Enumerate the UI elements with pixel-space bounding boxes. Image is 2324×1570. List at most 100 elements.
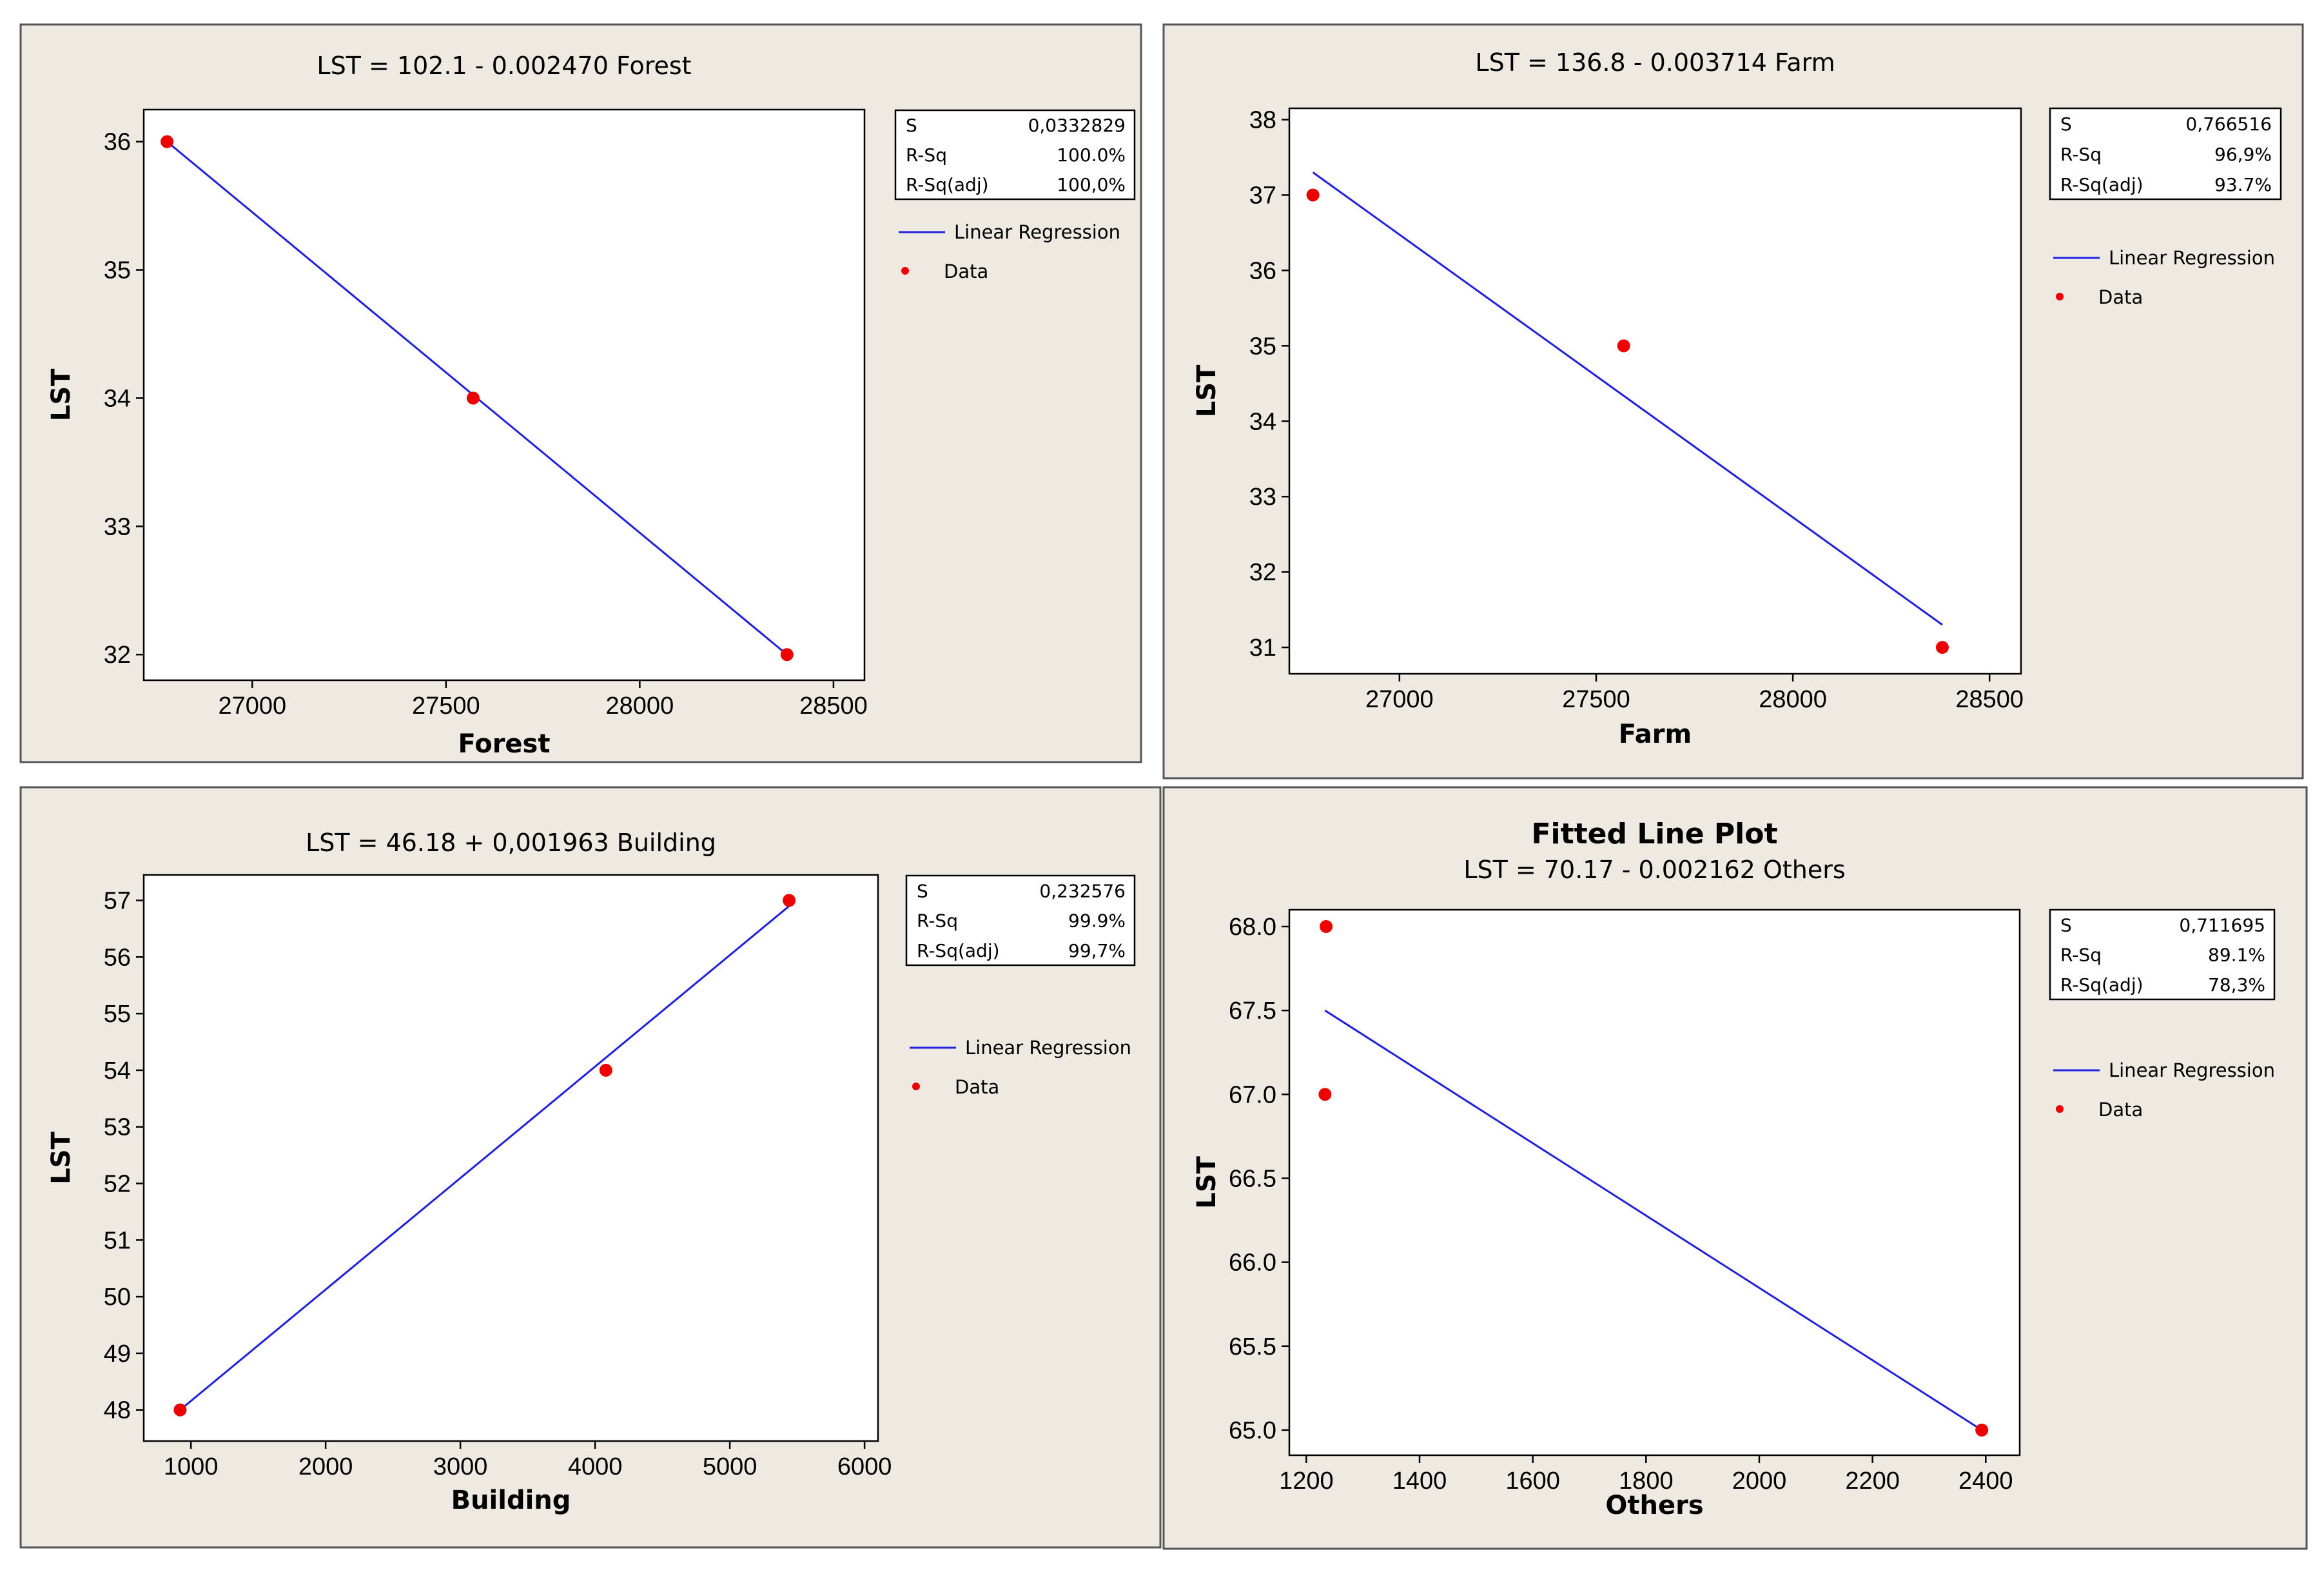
y-tick-label: 53 [104,1114,131,1141]
x-tick-label: 2000 [298,1453,353,1480]
stats-box [2049,908,2276,1001]
data-point [1975,1423,1989,1437]
x-tick-label: 6000 [837,1453,892,1480]
data-point [1318,1088,1332,1101]
x-axis-label: Farm [1619,720,1692,749]
legend-label-data: Data [2098,1099,2143,1121]
y-axis-label: LST [46,1132,76,1184]
stats-label: R-Sq(adj) [917,940,1000,961]
x-tick-label: 28500 [1955,686,2024,713]
stats-label: R-Sq(adj) [906,174,989,195]
regression-equation: LST = 70.17 - 0.002162 Others [1463,856,1845,884]
regression-line [1312,172,1943,626]
stats-label: S [917,880,928,901]
stats-label: R-Sq(adj) [2060,174,2143,195]
y-tick-label: 34 [104,385,131,412]
y-tick-label: 49 [104,1340,131,1368]
legend-label-data: Data [2098,286,2143,308]
stats-value: 96,9% [2214,144,2272,165]
x-tick-label: 27000 [1365,686,1434,713]
stats-label: S [2060,914,2072,936]
y-tick-label: 57 [104,888,131,915]
stats-value: 0,232576 [1039,880,1126,901]
stats-label: R-Sq [906,144,947,166]
y-tick-label: 48 [104,1397,131,1424]
y-tick-label: 33 [104,513,131,540]
y-tick-label: 55 [104,1001,131,1028]
plot-area [1288,908,2021,1457]
x-tick-label: 28500 [799,692,868,720]
chart-panel: LST = 102.1 - 0.002470 Forest 27000 27500 2… [19,23,1142,763]
stats-value: 100,0% [1057,174,1126,195]
y-tick-label: 32 [1249,559,1276,586]
y-axis-label: LST [1192,364,1222,417]
stats-value: 78,3% [2208,974,2265,996]
stats-value: 99,7% [1068,940,1126,961]
stats-value: 100.0% [1057,144,1126,166]
y-axis-label: LST [1192,1156,1222,1209]
stats-value: 0,0332829 [1028,115,1126,136]
data-point [466,391,480,405]
regression-line [179,905,790,1411]
data-point [1306,188,1320,202]
x-tick-label: 3000 [433,1453,488,1480]
stats-label: R-Sq(adj) [2060,974,2143,996]
y-tick-label: 36 [104,129,131,156]
y-tick-label: 51 [104,1227,131,1254]
x-tick-label: 27500 [412,692,480,720]
data-point [1617,339,1630,353]
y-tick-label: 32 [104,642,131,669]
y-tick-label: 66.5 [1229,1165,1276,1192]
stats-label: R-Sq [2060,144,2102,165]
stats-box [905,874,1136,967]
x-axis-label: Building [451,1486,571,1515]
y-tick-label: 66.0 [1229,1250,1276,1277]
stats-label: R-Sq [2060,945,2102,966]
legend-point-swatch [912,1083,920,1090]
y-tick-label: 67.5 [1229,997,1276,1025]
stats-box [894,109,1136,201]
stats-value: 93.7% [2214,174,2272,195]
chart-panel: Fitted Line Plot LST = 70.17 - 0.002162 O… [1162,786,2308,1550]
x-tick-label: 27000 [218,692,286,720]
x-axis-label: Forest [458,729,551,759]
x-axis-label: Others [1605,1491,1703,1520]
regression-equation: LST = 46.18 + 0,001963 Building [306,829,716,857]
stats-value: 89.1% [2208,945,2265,966]
data-point [1935,641,1949,654]
y-tick-label: 34 [1249,408,1276,435]
y-tick-label: 50 [104,1284,131,1311]
x-tick-label: 2000 [1732,1467,1787,1495]
data-point [173,1403,187,1417]
y-tick-label: 68.0 [1229,914,1276,941]
stats-value: 0,766516 [2185,113,2272,135]
legend-label-regression: Linear Regression [965,1037,1131,1059]
regression-line [1324,1009,1982,1431]
x-tick-label: 4000 [568,1453,623,1480]
legend-label-regression: Linear Regression [954,221,1120,243]
data-point [783,894,796,907]
y-tick-label: 36 [1249,257,1276,284]
stats-label: R-Sq [917,910,958,932]
x-tick-label: 1600 [1505,1467,1560,1495]
y-tick-label: 38 [1249,107,1276,134]
data-point [780,648,794,662]
regression-equation: LST = 102.1 - 0.002470 Forest [317,52,691,80]
x-tick-label: 1200 [1279,1467,1334,1495]
plot-area [1288,107,2022,675]
chart-panel: LST = 136.8 - 0.003714 Farm 27000 27500 280… [1162,23,2304,780]
chart-panel: LST = 46.18 + 0,001963 Building 1000 2000 3… [19,786,1162,1549]
data-point [599,1063,612,1077]
legend-label-regression: Linear Regression [2109,247,2275,269]
legend-point-swatch [2056,293,2064,300]
y-tick-label: 56 [104,944,131,971]
y-tick-label: 31 [1249,634,1276,662]
x-tick-label: 27500 [1562,686,1630,713]
y-tick-label: 33 [1249,484,1276,511]
x-tick-label: 1400 [1392,1467,1447,1495]
y-tick-label: 52 [104,1171,131,1198]
y-tick-label: 37 [1249,182,1276,209]
legend-label-data: Data [955,1076,999,1098]
x-tick-label: 28000 [1759,686,1827,713]
